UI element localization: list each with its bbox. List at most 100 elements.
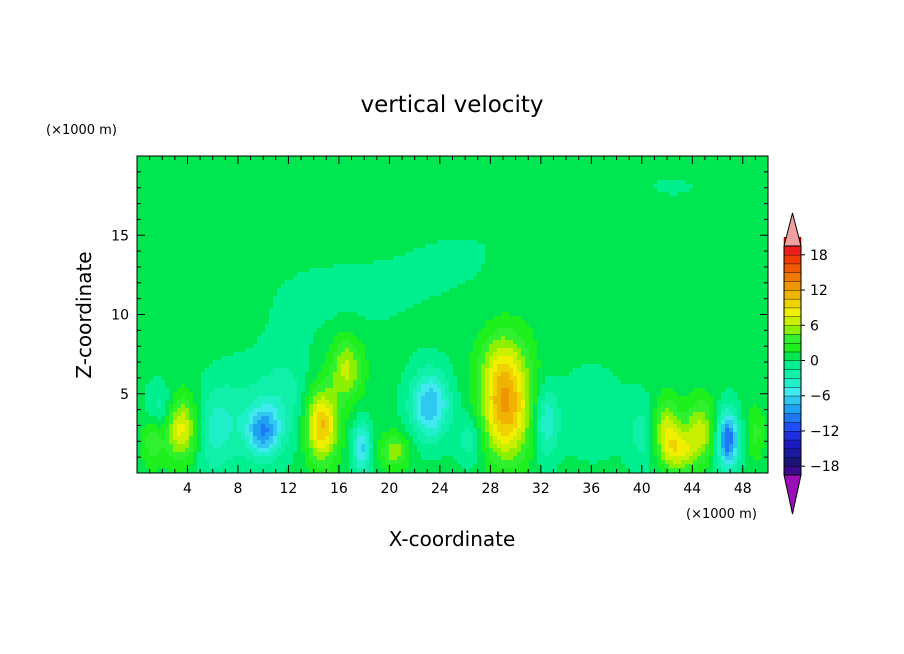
field-cell bbox=[613, 276, 618, 281]
field-cell bbox=[473, 164, 478, 169]
field-cell bbox=[537, 200, 542, 205]
field-cell bbox=[489, 204, 494, 209]
field-cell bbox=[757, 276, 762, 281]
field-cell bbox=[501, 160, 506, 165]
field-cell bbox=[601, 236, 606, 241]
field-cell bbox=[253, 176, 258, 181]
field-cell bbox=[405, 188, 410, 193]
field-cell bbox=[277, 216, 282, 221]
field-cell bbox=[341, 216, 346, 221]
field-cell bbox=[341, 204, 346, 209]
field-cell bbox=[725, 212, 730, 217]
field-cell bbox=[289, 272, 294, 277]
field-cell bbox=[469, 224, 474, 229]
field-cell bbox=[301, 280, 306, 285]
field-cell bbox=[137, 184, 142, 189]
field-cell bbox=[149, 276, 154, 281]
field-cell bbox=[561, 212, 566, 217]
field-cell bbox=[597, 204, 602, 209]
field-cell bbox=[521, 220, 526, 225]
field-cell bbox=[341, 248, 346, 253]
field-cell bbox=[729, 260, 734, 265]
field-cell bbox=[265, 204, 270, 209]
field-cell bbox=[553, 168, 558, 173]
field-cell bbox=[277, 192, 282, 197]
field-cell bbox=[241, 196, 246, 201]
field-cell bbox=[333, 212, 338, 217]
field-cell bbox=[189, 252, 194, 257]
field-cell bbox=[705, 248, 710, 253]
field-cell bbox=[633, 216, 638, 221]
field-cell bbox=[181, 280, 186, 285]
field-cell bbox=[701, 200, 706, 205]
field-cell bbox=[165, 160, 170, 165]
field-cell bbox=[137, 172, 142, 177]
field-cell bbox=[701, 256, 706, 261]
field-cell bbox=[717, 172, 722, 177]
field-cell bbox=[609, 224, 614, 229]
field-cell bbox=[705, 156, 710, 161]
field-cell bbox=[405, 160, 410, 165]
field-cell bbox=[553, 264, 558, 269]
field-cell bbox=[617, 176, 622, 181]
field-cell bbox=[393, 252, 398, 257]
field-cell bbox=[441, 268, 446, 273]
field-cell bbox=[325, 264, 330, 269]
field-cell bbox=[353, 216, 358, 221]
field-cell bbox=[253, 204, 258, 209]
field-cell bbox=[581, 176, 586, 181]
field-cell bbox=[713, 168, 718, 173]
field-cell bbox=[525, 204, 530, 209]
field-cell bbox=[401, 256, 406, 261]
field-cell bbox=[229, 192, 234, 197]
field-cell bbox=[677, 216, 682, 221]
field-cell bbox=[749, 228, 754, 233]
field-cell bbox=[281, 176, 286, 181]
field-cell bbox=[233, 236, 238, 241]
field-cell bbox=[281, 160, 286, 165]
field-cell bbox=[221, 252, 226, 257]
field-cell bbox=[421, 180, 426, 185]
field-cell bbox=[533, 192, 538, 197]
field-cell bbox=[565, 236, 570, 241]
field-cell bbox=[289, 204, 294, 209]
field-cell bbox=[313, 276, 318, 281]
field-cell bbox=[169, 252, 174, 257]
field-cell bbox=[333, 208, 338, 213]
field-cell bbox=[465, 252, 470, 257]
field-cell bbox=[581, 216, 586, 221]
field-cell bbox=[637, 184, 642, 189]
field-cell bbox=[553, 192, 558, 197]
field-cell bbox=[409, 188, 414, 193]
field-cell bbox=[597, 260, 602, 265]
field-cell bbox=[525, 272, 530, 277]
field-cell bbox=[573, 244, 578, 249]
field-cell bbox=[297, 220, 302, 225]
field-cell bbox=[513, 256, 518, 261]
field-cell bbox=[369, 256, 374, 261]
field-cell bbox=[473, 184, 478, 189]
field-cell bbox=[389, 244, 394, 249]
field-cell bbox=[157, 268, 162, 273]
field-cell bbox=[397, 216, 402, 221]
field-cell bbox=[421, 208, 426, 213]
field-cell bbox=[477, 156, 482, 161]
field-cell bbox=[293, 192, 298, 197]
field-cell bbox=[153, 216, 158, 221]
field-cell bbox=[233, 184, 238, 189]
field-cell bbox=[525, 220, 530, 225]
field-cell bbox=[337, 184, 342, 189]
field-cell bbox=[329, 168, 334, 173]
field-cell bbox=[265, 240, 270, 245]
field-cell bbox=[453, 244, 458, 249]
field-cell bbox=[409, 168, 414, 173]
field-cell bbox=[397, 160, 402, 165]
field-cell bbox=[149, 272, 154, 277]
field-cell bbox=[145, 172, 150, 177]
field-cell bbox=[629, 176, 634, 181]
field-cell bbox=[413, 204, 418, 209]
field-cell bbox=[429, 164, 434, 169]
field-cell bbox=[153, 196, 158, 201]
field-cell bbox=[637, 188, 642, 193]
field-cell bbox=[525, 184, 530, 189]
